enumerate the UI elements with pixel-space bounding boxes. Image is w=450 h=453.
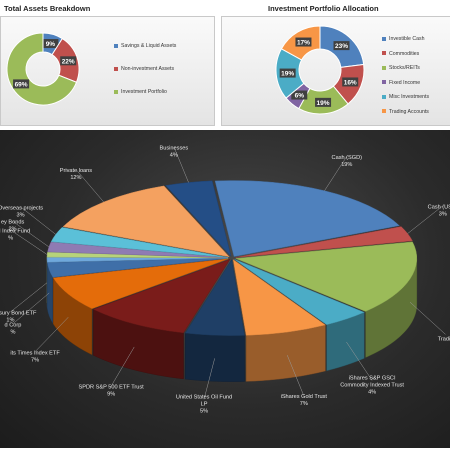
- data-label-commodities: 16%: [342, 77, 358, 86]
- pie-label-text: Cash (SGD): [332, 155, 363, 161]
- data-label-investment-portfolio: 69%: [13, 79, 29, 88]
- pie-label-text: %: [10, 329, 15, 335]
- legend-item-commodities: Commodities: [382, 51, 419, 57]
- pie-label-cash-sgd: Cash (SGD)19%: [325, 155, 363, 191]
- chart-title-portfolio: Investment Portfolio Allocation: [268, 4, 379, 13]
- pie-label-text: 3%: [439, 211, 447, 217]
- legend-swatch: [382, 109, 386, 113]
- pie-label-text: 7%: [300, 401, 308, 407]
- data-label-text: 16%: [344, 79, 357, 86]
- pie-label-text: SPDR S&P 500 ETF Trust: [79, 385, 145, 391]
- legend-swatch: [114, 67, 118, 71]
- legend-label: Fixed Income: [389, 80, 420, 86]
- legend-label: Trading Accounts: [389, 109, 429, 115]
- legend-label: Savings & Liquid Assets: [121, 43, 176, 49]
- pie-label-text: 3%: [16, 212, 24, 218]
- legend-item-fixed-income: Fixed Income: [382, 80, 420, 86]
- legend-item-trading-accounts: Trading Accounts: [382, 109, 429, 115]
- legend-swatch: [382, 51, 386, 55]
- pie-label-text: its Times Index ETF: [10, 350, 60, 356]
- data-label-investible-cash: 23%: [333, 41, 349, 50]
- legend-label: Stocks/REITs: [389, 65, 420, 71]
- data-label-text: 22%: [62, 58, 75, 65]
- portfolio-donut: 23% 16% 19% 6% 19% 17%: [264, 19, 374, 123]
- pie-label-text: %: [8, 236, 13, 242]
- investment-breakdown-3d-pie-panel: Cash (SGD)19%Cash (USD)3%TradiniShares S…: [0, 130, 450, 448]
- legend-swatch: [382, 66, 386, 70]
- pie-label-text: 7%: [31, 357, 39, 363]
- leader-line: [410, 302, 446, 334]
- portfolio-panel: 23% 16% 19% 6% 19% 17% Investible Cash Commodi…: [221, 16, 450, 126]
- pie-label-text: 2%: [9, 227, 17, 233]
- pie-label-text: United States Oil Fund: [176, 394, 232, 400]
- pie-label-text: 4%: [368, 389, 376, 395]
- pie-label-text: 12%: [70, 175, 81, 181]
- legend-swatch: [382, 37, 386, 41]
- legend-swatch: [114, 44, 118, 48]
- pie-label-text: 1%: [6, 317, 14, 323]
- chart-title-total-assets: Total Assets Breakdown: [4, 4, 90, 13]
- data-label-text: 19%: [281, 71, 294, 78]
- pie-label-text: 19%: [341, 162, 352, 168]
- legend-label: Misc Investments: [389, 94, 429, 100]
- side-united-states-oil-fund-lp: [185, 333, 244, 382]
- investment-breakdown-3d-pie: Cash (SGD)19%Cash (USD)3%TradiniShares S…: [0, 130, 450, 448]
- data-label-non-investment-assets: 22%: [60, 56, 76, 65]
- legend-item-stocks-reits: Stocks/REITs: [382, 65, 420, 71]
- data-label-text: 69%: [15, 81, 28, 88]
- pie-label-text: r Treasury Bond ETF: [0, 310, 37, 316]
- pie-label-text: iShares S&P GSCI: [349, 375, 396, 381]
- legend-swatch: [114, 90, 118, 94]
- pie-label-cash-usd: Cash (USD)3%: [408, 204, 450, 233]
- legend-item-investment-portfolio: Investment Portfolio: [114, 89, 167, 95]
- legend-label: Non-investment Assets: [121, 66, 174, 72]
- pie-label-text: 5%: [200, 408, 208, 414]
- legend-label: Investment Portfolio: [121, 89, 167, 95]
- pie-label-text: 4%: [170, 152, 178, 158]
- pie-label-text: Tradin: [438, 336, 450, 342]
- pie-label-text: Commodity Indexed Trust: [340, 382, 404, 388]
- pie-label-text: Cash (USD): [428, 204, 450, 210]
- data-label-text: 9%: [46, 41, 56, 48]
- legend-swatch: [382, 80, 386, 84]
- pie-label-text: Businesses: [160, 145, 189, 151]
- legend-item-misc-investments: Misc Investments: [382, 94, 429, 100]
- data-label-misc-investments: 19%: [280, 69, 296, 78]
- pie-label-text: 9%: [107, 392, 115, 398]
- total-assets-donut: 9% 22% 69%: [1, 21, 91, 121]
- data-label-text: 6%: [295, 93, 305, 100]
- legend-label: Investible Cash: [389, 36, 424, 42]
- data-label-trading-accounts: 17%: [295, 38, 311, 47]
- pie-label-text: iShares Gold Trust: [281, 394, 328, 400]
- legend-item-investible-cash: Investible Cash: [382, 36, 424, 42]
- data-label-text: 23%: [335, 43, 348, 50]
- pie-label-text: LP: [201, 401, 208, 407]
- data-label-stocks-reits: 19%: [315, 98, 331, 107]
- legend-swatch: [382, 95, 386, 99]
- legend-item-non-investment-assets: Non-investment Assets: [114, 66, 174, 72]
- legend-label: Commodities: [389, 51, 419, 57]
- data-label-text: 19%: [317, 100, 330, 107]
- data-label-savings-liquid-assets: 9%: [42, 39, 58, 48]
- pie-label-text: Overseas projects: [0, 205, 43, 211]
- data-label-text: 17%: [297, 40, 310, 47]
- pie-label-bond-index-fund: ond Index Fund%: [0, 229, 47, 255]
- total-assets-panel: 9% 22% 69% Savings & Liquid Assets Non-inve…: [0, 16, 215, 126]
- leader-line: [10, 283, 47, 312]
- pie-label-text: Private loans: [60, 168, 93, 174]
- pie-label-text: ey Bonds: [1, 220, 25, 226]
- leader-line: [13, 293, 49, 324]
- pie-tops: [47, 181, 417, 336]
- legend-item-savings-liquid-assets: Savings & Liquid Assets: [114, 43, 176, 49]
